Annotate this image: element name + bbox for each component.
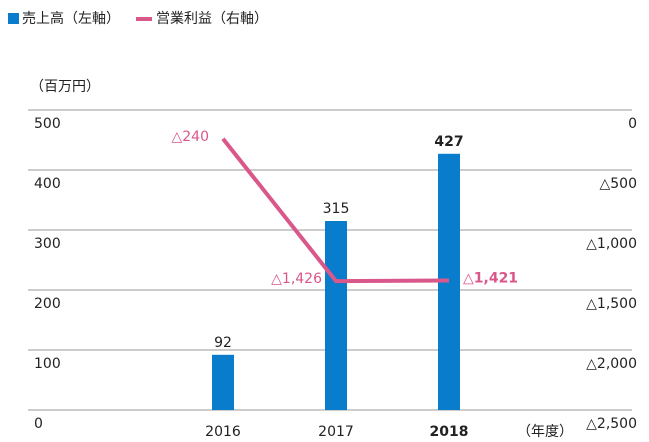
unit-label: （百万円） [30, 79, 100, 95]
line [221, 137, 450, 284]
line-value-label: △1,421 [463, 271, 518, 287]
legend-label: 売上高（左軸） [22, 10, 120, 27]
legend-swatch [8, 13, 19, 24]
y-tick-label: 100 [34, 356, 61, 372]
y2-tick-label: △1,500 [586, 296, 637, 312]
bar-value-label: 427 [434, 134, 463, 150]
y2-tick-label: △500 [600, 176, 638, 192]
x-tick-label: 2018 [430, 424, 469, 440]
bar-value-label: 92 [214, 335, 232, 351]
y-tick-label: 200 [34, 296, 61, 312]
y-tick-label: 0 [34, 416, 43, 432]
bar-value-label: 315 [323, 201, 350, 217]
y2-tick-label: △2,000 [586, 356, 637, 372]
y-tick-label: 400 [34, 176, 61, 192]
y-tick-label: 300 [34, 236, 61, 252]
bar [325, 221, 347, 410]
line-value-label: △1,426 [271, 271, 322, 287]
bar [212, 354, 234, 410]
x-tick-label: 2016 [205, 424, 241, 440]
line-value-label: △240 [172, 129, 210, 145]
y-tick-label: 500 [34, 116, 61, 132]
legend-label: 営業利益（右軸） [156, 11, 268, 27]
y2-tick-label: △2,500 [586, 416, 637, 432]
x-tick-label: 2017 [318, 424, 354, 440]
x-axis-label: （年度） [517, 424, 573, 440]
y2-tick-label: 0 [628, 116, 637, 132]
y2-tick-label: △1,000 [586, 236, 637, 252]
